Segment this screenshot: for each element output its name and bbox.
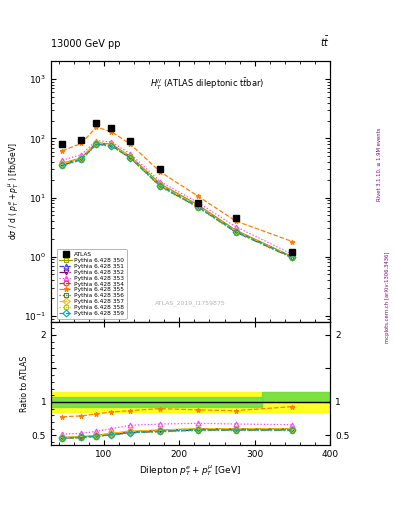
Text: $t\bar{t}$: $t\bar{t}$ — [320, 35, 330, 49]
Text: ATLAS_2019_I1759875: ATLAS_2019_I1759875 — [155, 301, 226, 306]
Text: 13000 GeV pp: 13000 GeV pp — [51, 38, 121, 49]
Text: mcplots.cern.ch [arXiv:1306.3436]: mcplots.cern.ch [arXiv:1306.3436] — [385, 251, 389, 343]
ATLAS — [60, 141, 65, 147]
X-axis label: Dilepton $p_T^e + p_T^{\mu}$ [GeV]: Dilepton $p_T^e + p_T^{\mu}$ [GeV] — [140, 463, 242, 478]
ATLAS — [109, 125, 114, 131]
Legend: ATLAS, Pythia 6.428 350, Pythia 6.428 351, Pythia 6.428 352, Pythia 6.428 353, P: ATLAS, Pythia 6.428 350, Pythia 6.428 35… — [57, 249, 127, 318]
Line: ATLAS: ATLAS — [60, 120, 295, 255]
ATLAS — [196, 200, 200, 206]
Y-axis label: Ratio to ATLAS: Ratio to ATLAS — [20, 355, 29, 412]
ATLAS — [290, 249, 295, 255]
Y-axis label: d$\sigma$ / d ( $p_T^e + p_T^{\mu}$ ) [fb/GeV]: d$\sigma$ / d ( $p_T^e + p_T^{\mu}$ ) [f… — [6, 142, 21, 241]
Text: Rivet 3.1.10, ≥ 1.9M events: Rivet 3.1.10, ≥ 1.9M events — [377, 127, 382, 201]
ATLAS — [233, 215, 238, 221]
ATLAS — [128, 138, 132, 144]
ATLAS — [79, 137, 84, 143]
ATLAS — [158, 166, 163, 173]
ATLAS — [94, 120, 99, 126]
Text: $H_T^{ll}$ (ATLAS dileptonic t$\bar{t}$bar): $H_T^{ll}$ (ATLAS dileptonic t$\bar{t}$b… — [150, 77, 264, 92]
